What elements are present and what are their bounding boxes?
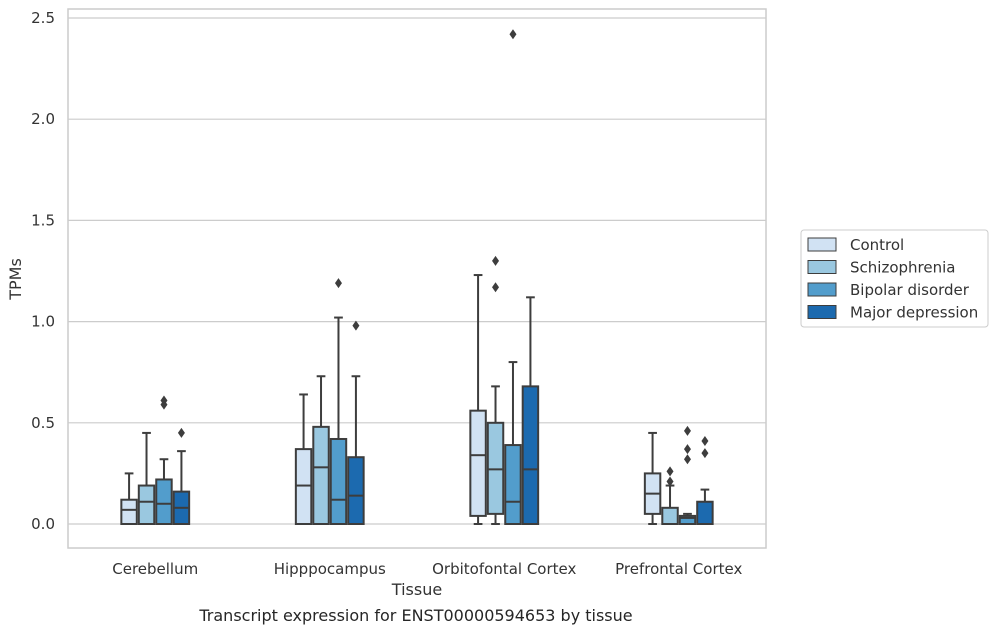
legend-swatch (807, 260, 837, 274)
y-tick-labels: 0.0 0.5 1.0 1.5 2.0 2.5 (31, 9, 55, 533)
y-tick-label: 2.0 (31, 110, 55, 128)
box-body (696, 500, 714, 525)
box-body (329, 437, 348, 526)
legend-swatch (807, 282, 837, 297)
box-schizophrenia (137, 431, 156, 526)
box-control (294, 393, 313, 525)
box-body (312, 425, 330, 525)
box-control (469, 274, 487, 525)
box-body (678, 514, 697, 525)
outlier-point (683, 425, 691, 436)
legend-frame (800, 229, 989, 328)
outlier-point (160, 395, 168, 406)
x-tick-label: Prefrontal Cortex (615, 560, 742, 578)
outlier-point (666, 466, 674, 477)
box-body (120, 498, 138, 526)
outlier-point (334, 278, 342, 289)
legend-label: Schizophrenia (850, 259, 955, 277)
outlier-point (666, 476, 674, 487)
plot-frame (67, 8, 767, 549)
box-bipolar-disorder (504, 29, 522, 525)
box-body (486, 421, 505, 515)
box-major-depression (172, 427, 191, 525)
box-major-depression (696, 436, 714, 525)
box-bipolar-disorder (678, 425, 697, 525)
outlier-point (701, 448, 709, 459)
outlier-point (683, 454, 691, 465)
box-control (643, 431, 662, 525)
outlier-point (492, 255, 500, 266)
legend-label: Bipolar disorder (850, 281, 970, 299)
x-tick-labels: Cerebellum Hipppocampus Orbitofontal Corte… (112, 560, 742, 578)
outlier-point (701, 436, 709, 447)
gridlines (68, 17, 766, 525)
y-tick-label: 0.5 (31, 414, 55, 432)
box-body (137, 484, 156, 526)
box-body (504, 444, 522, 525)
x-tick-label: Orbitofontal Cortex (432, 560, 576, 578)
box-body (469, 409, 487, 517)
box-body (155, 478, 173, 525)
box-schizophrenia (486, 255, 505, 525)
legend: Control Schizophrenia Bipolar disorder Majo… (800, 229, 989, 328)
outlier-point (177, 427, 185, 438)
x-tick-label: Hipppocampus (274, 560, 386, 578)
y-tick-label: 1.5 (31, 211, 55, 229)
legend-label: Control (850, 236, 904, 254)
boxes-layer (120, 29, 714, 526)
box-body (294, 448, 313, 525)
y-axis-label: TPMs (6, 258, 25, 301)
outlier-point (352, 320, 360, 331)
box-major-depression (521, 296, 540, 526)
y-tick-label: 2.5 (31, 9, 55, 27)
box-body (347, 456, 365, 526)
box-major-depression (347, 320, 365, 526)
legend-swatch (807, 305, 837, 319)
legend-swatch (807, 237, 837, 252)
box-schizophrenia (661, 466, 679, 526)
outlier-point (509, 29, 517, 40)
box-bipolar-disorder (155, 395, 173, 525)
x-axis-label: Tissue (391, 580, 442, 599)
box-body (521, 385, 540, 526)
box-schizophrenia (312, 375, 330, 525)
legend-label: Major depression (850, 304, 978, 322)
chart-caption: Transcript expression for ENST0000059465… (199, 606, 633, 625)
box-bipolar-disorder (329, 278, 348, 526)
y-tick-label: 0.0 (31, 515, 55, 533)
outlier-point (683, 444, 691, 455)
x-tick-label: Cerebellum (112, 560, 198, 578)
y-tick-label: 1.0 (31, 313, 55, 331)
box-control (120, 472, 138, 526)
outlier-point (492, 282, 500, 293)
box-body (661, 506, 679, 526)
